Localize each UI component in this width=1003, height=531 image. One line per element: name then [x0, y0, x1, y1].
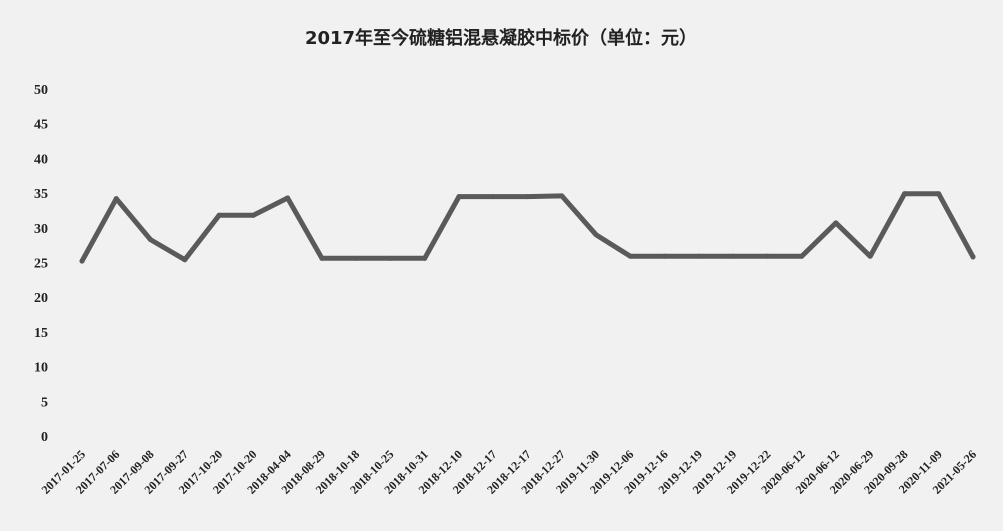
data-point	[662, 253, 668, 259]
data-point	[970, 254, 976, 260]
series-layer	[79, 191, 976, 264]
data-point	[559, 193, 565, 199]
y-tick-label: 20	[34, 291, 48, 306]
data-point	[285, 195, 291, 201]
data-point	[319, 255, 325, 261]
data-point	[79, 258, 85, 264]
y-tick-label: 45	[34, 118, 48, 133]
y-tick-label: 40	[34, 152, 48, 167]
y-tick-label: 0	[41, 430, 48, 445]
data-point	[113, 196, 119, 202]
y-tick-label: 50	[34, 83, 48, 98]
data-point	[901, 191, 907, 197]
data-point	[593, 232, 599, 238]
data-point	[387, 255, 393, 261]
data-point	[867, 253, 873, 259]
data-point	[730, 253, 736, 259]
data-point	[250, 212, 256, 218]
data-point	[799, 253, 805, 259]
data-point	[216, 212, 222, 218]
data-point	[353, 255, 359, 261]
data-point	[936, 191, 942, 197]
data-point	[525, 194, 530, 200]
y-tick-label: 10	[34, 361, 48, 376]
chart-title: 2017年至今硫糖铝混悬凝胶中标价（单位：元）	[305, 27, 697, 49]
data-point	[696, 253, 702, 259]
data-point	[148, 237, 154, 243]
data-point	[764, 253, 770, 259]
data-point	[627, 253, 633, 259]
y-tick-label: 30	[34, 222, 48, 237]
y-tick-label: 35	[34, 187, 48, 202]
data-point	[422, 255, 428, 261]
y-tick-label: 25	[34, 257, 48, 272]
y-axis-ticks: 0 5 10 15 20 25 30 35 40 45 50	[34, 83, 48, 445]
y-tick-label: 15	[34, 326, 48, 341]
y-tick-label: 5	[41, 395, 48, 410]
data-point	[456, 194, 462, 200]
data-point	[182, 257, 188, 263]
data-point	[833, 220, 839, 226]
data-point	[490, 194, 496, 200]
